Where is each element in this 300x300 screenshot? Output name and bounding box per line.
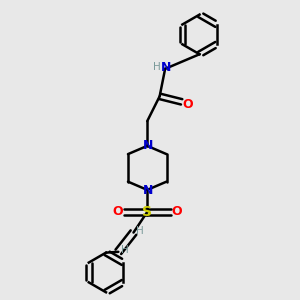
Text: O: O bbox=[171, 206, 182, 218]
Text: S: S bbox=[142, 205, 152, 219]
Text: H: H bbox=[153, 62, 161, 72]
Text: N: N bbox=[161, 61, 172, 74]
Text: O: O bbox=[112, 206, 123, 218]
Text: H: H bbox=[136, 226, 144, 236]
Text: N: N bbox=[142, 184, 153, 197]
Text: O: O bbox=[182, 98, 193, 111]
Text: N: N bbox=[142, 139, 153, 152]
Text: H: H bbox=[122, 245, 129, 256]
